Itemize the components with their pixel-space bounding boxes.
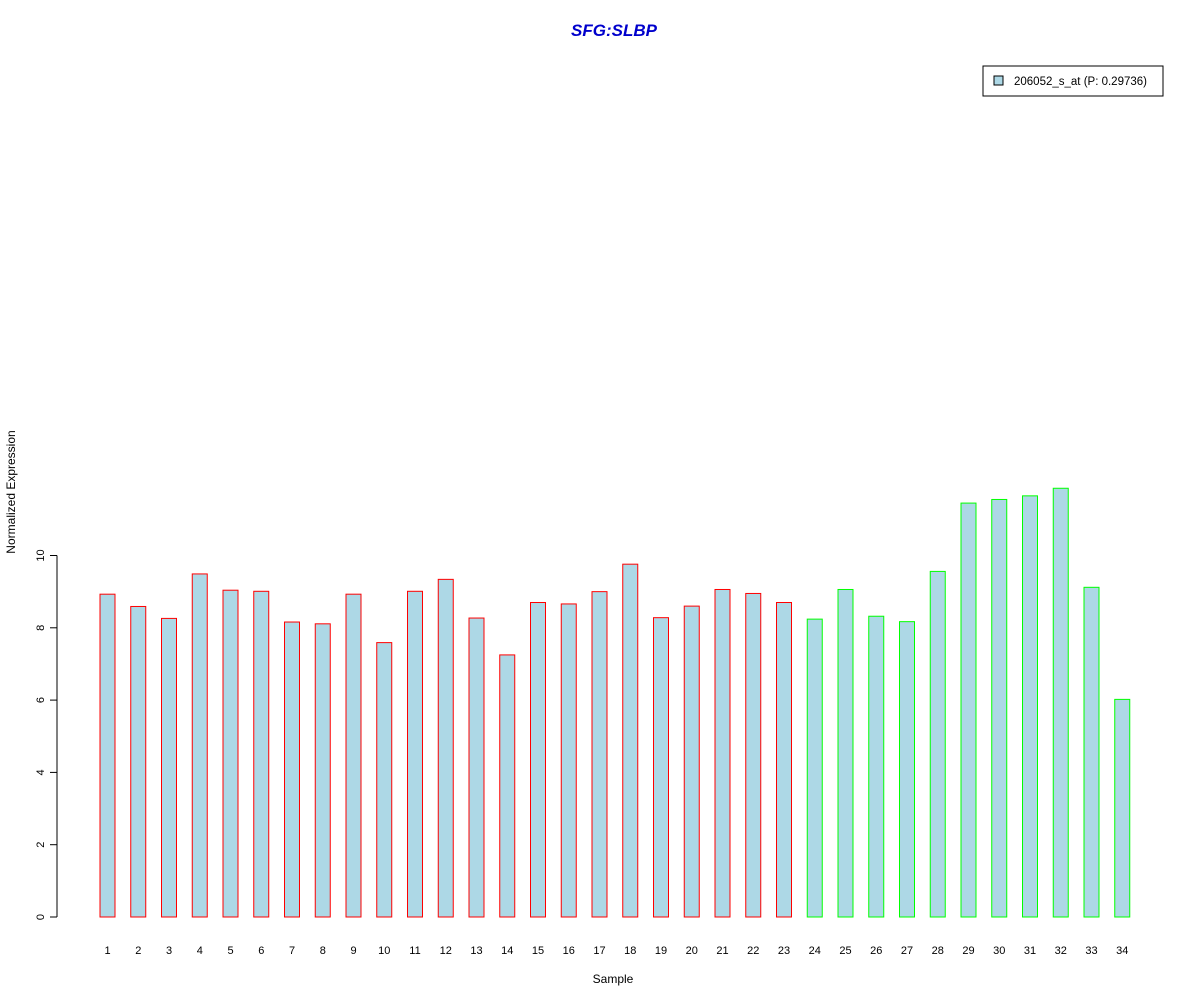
x-tick-label: 8 <box>320 945 326 957</box>
x-tick-label: 33 <box>1085 945 1097 957</box>
x-tick-label: 26 <box>870 945 882 957</box>
bar <box>1022 495 1038 918</box>
bar <box>1114 698 1131 918</box>
x-tick-label: 5 <box>227 945 233 957</box>
bar <box>499 654 516 918</box>
legend: 206052_s_at (P: 0.29736) <box>982 65 1164 97</box>
bar <box>437 578 454 918</box>
y-tick-label: 0 <box>35 914 47 920</box>
bar <box>345 593 362 918</box>
y-tick-label: 2 <box>35 842 47 848</box>
legend-box <box>982 65 1164 97</box>
bar <box>837 588 854 918</box>
bar <box>960 502 977 918</box>
x-tick-label: 19 <box>655 945 667 957</box>
bar <box>683 605 700 918</box>
bars <box>99 487 1131 918</box>
bar <box>191 573 208 918</box>
y-tick-label: 8 <box>35 625 47 631</box>
bar <box>130 605 147 918</box>
bar <box>376 642 393 918</box>
x-tick-label: 20 <box>686 945 698 957</box>
x-tick-label: 3 <box>166 945 172 957</box>
bar <box>407 590 423 918</box>
bar <box>868 615 885 918</box>
x-tick-label: 4 <box>197 945 203 957</box>
bar <box>314 623 331 918</box>
bar <box>745 592 762 918</box>
legend-label: 206052_s_at (P: 0.29736) <box>1014 76 1147 88</box>
x-tick-label: 7 <box>289 945 295 957</box>
x-axis-label: Sample <box>593 972 634 986</box>
x-tick-label: 32 <box>1055 945 1067 957</box>
x-tick-labels: 1 2 3 4 5 6 7 8 9 10 11 12 13 14 15 16 17 18 19 20 21 22 23 24 2… <box>104 945 1128 957</box>
x-tick-label: 30 <box>993 945 1005 957</box>
x-tick-label: 18 <box>624 945 636 957</box>
bar <box>468 617 485 918</box>
bar <box>591 591 608 918</box>
x-tick-label: 27 <box>901 945 913 957</box>
x-tick-label: 29 <box>962 945 974 957</box>
bar <box>1083 586 1100 918</box>
bar <box>222 589 239 918</box>
x-tick-label: 13 <box>470 945 482 957</box>
x-tick-label: 34 <box>1116 945 1128 957</box>
x-tick-label: 23 <box>778 945 790 957</box>
x-tick-label: 25 <box>839 945 851 957</box>
bar <box>714 588 731 918</box>
bar <box>622 563 639 918</box>
x-tick-label: 31 <box>1024 945 1036 957</box>
bar <box>991 498 1008 918</box>
bar <box>253 590 270 918</box>
x-tick-label: 22 <box>747 945 759 957</box>
bar <box>161 617 177 918</box>
y-tick-label: 4 <box>35 769 47 775</box>
x-tick-label: 15 <box>532 945 544 957</box>
bar <box>899 621 915 918</box>
y-tick-label: 6 <box>35 697 47 703</box>
x-tick-label: 9 <box>350 945 356 957</box>
x-tick-label: 14 <box>501 945 513 957</box>
x-tick-label: 24 <box>809 945 821 957</box>
x-tick-label: 16 <box>563 945 575 957</box>
chart-title: SFG:SLBP <box>571 21 658 40</box>
y-tick-label: 10 <box>35 549 47 561</box>
bar <box>653 617 669 918</box>
x-tick-label: 2 <box>135 945 141 957</box>
bar <box>806 618 823 918</box>
x-tick-label: 10 <box>378 945 390 957</box>
bar <box>776 601 792 918</box>
bar <box>284 621 300 918</box>
x-tick-label: 12 <box>440 945 452 957</box>
bar <box>99 593 116 918</box>
bar <box>1052 487 1069 918</box>
x-tick-label: 1 <box>104 945 110 957</box>
bar <box>929 570 946 918</box>
x-tick-label: 11 <box>409 945 420 957</box>
bar <box>530 601 546 918</box>
y-axis-label: Normalized Expression <box>4 430 18 553</box>
y-axis: 0 2 4 6 8 10 <box>35 549 58 920</box>
x-tick-label: 28 <box>932 945 944 957</box>
x-tick-label: 17 <box>593 945 605 957</box>
x-tick-label: 6 <box>258 945 264 957</box>
legend-swatch <box>993 75 1004 86</box>
x-tick-label: 21 <box>716 945 728 957</box>
bar <box>560 603 577 918</box>
